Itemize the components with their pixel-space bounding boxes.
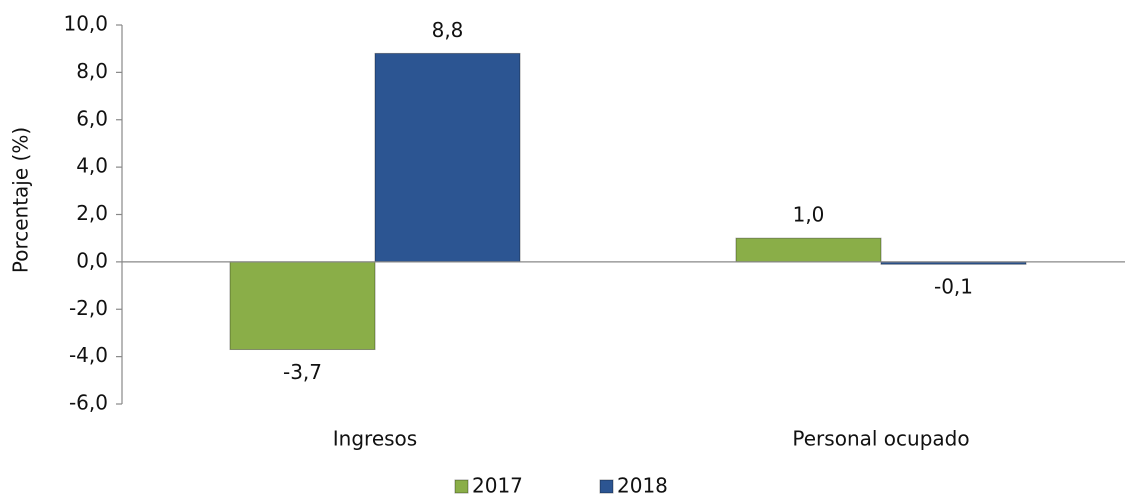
y-tick-label: -2,0 <box>69 296 108 320</box>
bar <box>735 237 882 263</box>
y-tick-label: 8,0 <box>76 59 108 83</box>
bar <box>374 52 521 263</box>
y-tick-label: -6,0 <box>69 391 108 415</box>
x-tick-label: Ingresos <box>333 427 417 451</box>
legend-swatch <box>599 479 614 494</box>
data-label: 1,0 <box>793 203 825 227</box>
legend-swatch <box>454 479 469 494</box>
y-tick-label: 10,0 <box>63 12 108 36</box>
y-tick-label: 4,0 <box>76 154 108 178</box>
y-tick-label: 6,0 <box>76 106 108 130</box>
data-label: 8,8 <box>432 18 464 42</box>
y-tick-label: -4,0 <box>69 343 108 367</box>
y-tick-label: 2,0 <box>76 201 108 225</box>
data-label: -3,7 <box>283 360 322 384</box>
bar <box>229 261 376 351</box>
legend-label: 2017 <box>472 474 523 495</box>
y-tick-label: 0,0 <box>76 248 108 272</box>
x-tick-label: Personal ocupado <box>792 427 969 451</box>
y-axis-label: Porcentaje (%) <box>9 127 33 273</box>
legend-label: 2018 <box>617 474 668 495</box>
data-label: -0,1 <box>934 275 973 299</box>
